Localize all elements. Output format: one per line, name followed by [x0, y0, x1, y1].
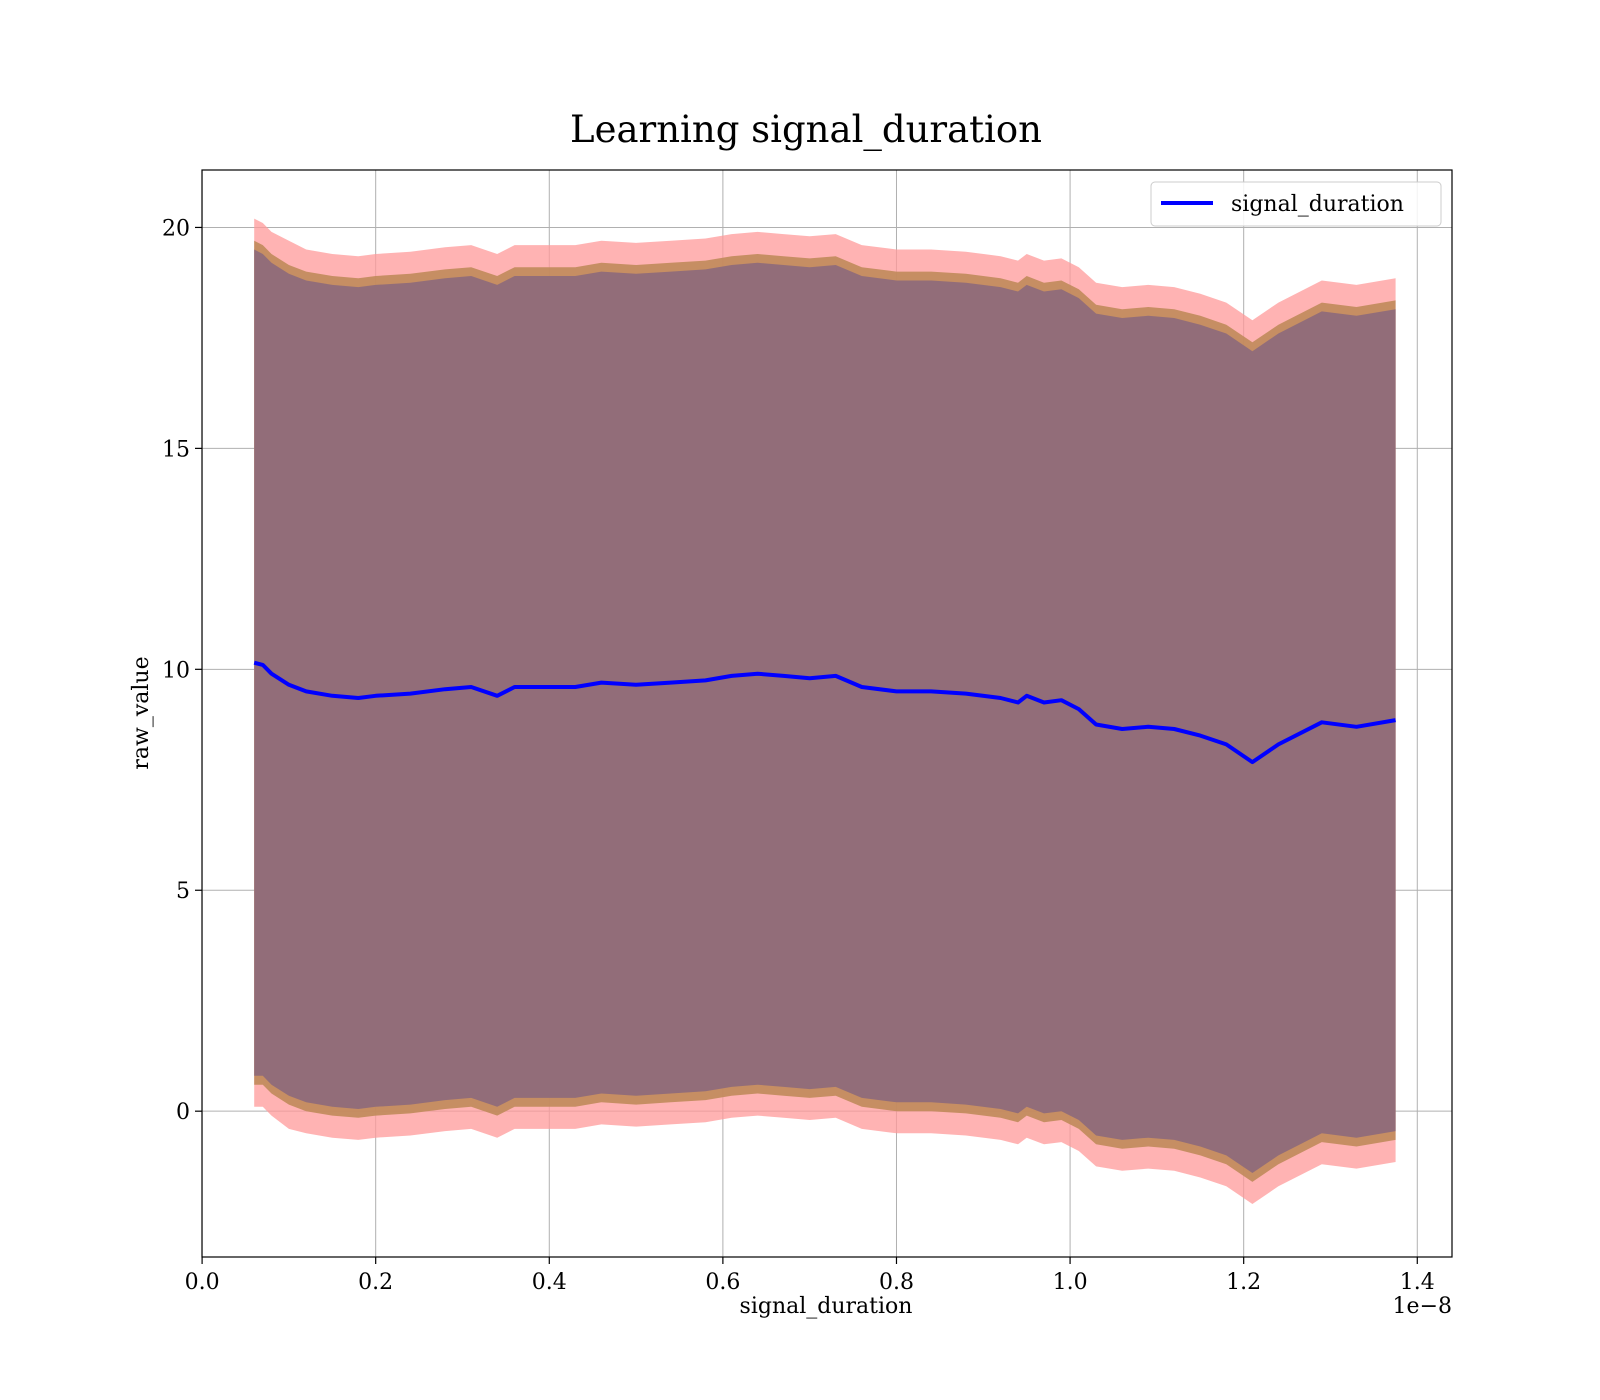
y-axis-ticks: 0 5 10 15 20 [162, 216, 202, 1125]
y-tick-label: 10 [162, 658, 190, 683]
series-lines [253, 660, 1396, 765]
x-tick-label: 0.8 [879, 1270, 914, 1295]
x-axis-label: signal_duration [740, 1294, 913, 1319]
x-tick-label: 1.2 [1226, 1270, 1261, 1295]
y-tick-label: 15 [162, 437, 190, 462]
legend-label: signal_duration [1231, 192, 1404, 217]
x-tick-label: 0.4 [532, 1270, 567, 1295]
chart-title: Learning signal_duration [570, 108, 1042, 152]
x-tick-label: 1.0 [1053, 1270, 1088, 1295]
x-tick-label: 1.4 [1400, 1270, 1435, 1295]
x-axis-ticks: 0.0 0.2 0.4 0.6 0.8 1.0 1.2 1.4 [185, 1257, 1435, 1295]
plot-frame [201, 169, 1453, 1258]
band-inner [254, 249, 1396, 1173]
y-axis-label: raw_value [129, 656, 154, 769]
legend: signal_duration [1150, 181, 1442, 227]
y-tick-label: 20 [162, 216, 190, 241]
legend-box [1150, 181, 1442, 227]
x-axis-offset-label: 1e−8 [1393, 1294, 1452, 1319]
y-tick-label: 0 [176, 1100, 190, 1125]
x-tick-label: 0.6 [705, 1270, 740, 1295]
series-line-signal_duration [253, 660, 1396, 765]
y-tick-label: 5 [176, 879, 190, 904]
x-tick-label: 0.2 [358, 1270, 393, 1295]
x-tick-label: 0.0 [185, 1270, 220, 1295]
confidence-bands [254, 218, 1396, 1205]
